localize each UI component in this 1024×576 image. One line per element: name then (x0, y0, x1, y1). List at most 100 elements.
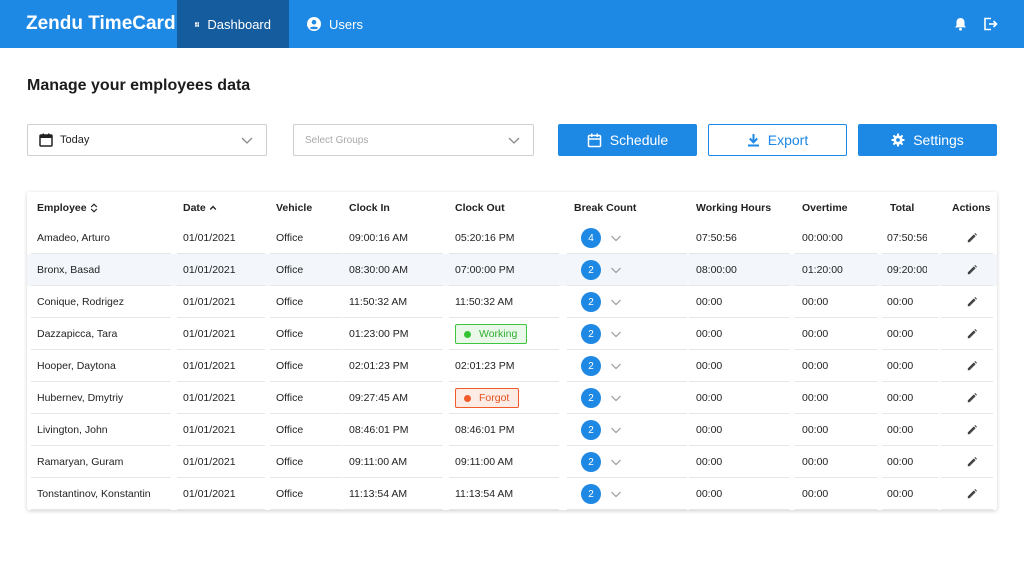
edit-pencil-icon[interactable] (967, 489, 977, 499)
date-filter-select[interactable]: Today (27, 124, 267, 156)
edit-pencil-icon[interactable] (967, 329, 977, 339)
chevron-down-icon[interactable] (610, 488, 622, 500)
row-divider (449, 413, 559, 414)
column-header-label: Break Count (574, 202, 637, 214)
row-divider (941, 253, 993, 254)
chevron-down-icon[interactable] (610, 328, 622, 340)
employee-cell: Amadeo, Arturo (37, 232, 110, 244)
vehicle-cell: Office (276, 328, 304, 340)
table-row: Tonstantinov, Konstantin 01/01/2021 Office… (27, 478, 997, 510)
clock-in-cell: 09:00:16 AM (349, 232, 408, 244)
sort-ascending-icon (209, 205, 217, 210)
column-header-vehicle: Vehicle (276, 192, 312, 224)
chevron-down-icon[interactable] (610, 456, 622, 468)
break-count-cell[interactable]: 2 (581, 446, 622, 478)
forgot-status-badge: Forgot (455, 388, 520, 408)
chevron-down-icon (508, 137, 520, 144)
table-row: Dazzapicca, Tara 01/01/2021 Office 01:23:00… (27, 318, 997, 350)
nav-users[interactable]: Users (289, 0, 381, 48)
row-divider (177, 509, 265, 510)
row-divider (795, 445, 877, 446)
row-divider (567, 381, 687, 382)
row-divider (31, 285, 171, 286)
edit-pencil-icon[interactable] (967, 393, 977, 403)
break-count-cell[interactable]: 2 (581, 382, 622, 414)
break-count-badge: 4 (581, 228, 601, 248)
schedule-button[interactable]: Schedule (558, 124, 697, 156)
chevron-down-icon[interactable] (610, 392, 622, 404)
chevron-down-icon[interactable] (610, 264, 622, 276)
edit-pencil-icon[interactable] (967, 425, 977, 435)
row-divider (31, 381, 171, 382)
overtime-cell: 00:00 (802, 424, 829, 436)
chevron-down-icon[interactable] (610, 360, 622, 372)
nav-users-label: Users (329, 16, 363, 32)
overtime-cell: 00:00:00 (802, 232, 843, 244)
edit-pencil-icon[interactable] (967, 297, 977, 307)
bell-icon[interactable] (954, 17, 967, 31)
row-divider (177, 285, 265, 286)
break-count-badge: 2 (581, 388, 601, 408)
export-button[interactable]: Export (708, 124, 847, 156)
clock-in-cell: 08:30:00 AM (349, 264, 408, 276)
row-divider (567, 509, 687, 510)
row-divider (882, 413, 938, 414)
row-divider (270, 445, 342, 446)
clock-out-cell: 11:50:32 AM (455, 296, 514, 308)
column-header-label: Total (890, 202, 915, 214)
row-divider (270, 285, 342, 286)
row-divider (343, 253, 443, 254)
break-count-cell[interactable]: 2 (581, 350, 622, 382)
break-count-cell[interactable]: 2 (581, 414, 622, 446)
edit-pencil-icon[interactable] (967, 233, 977, 243)
chevron-down-icon[interactable] (610, 232, 622, 244)
column-header-label: Date (183, 202, 206, 214)
edit-pencil-icon[interactable] (967, 265, 977, 275)
overtime-cell: 00:00 (802, 488, 829, 500)
break-count-cell[interactable]: 2 (581, 254, 622, 286)
break-count-cell[interactable]: 2 (581, 478, 622, 510)
calendar-icon (587, 133, 602, 147)
export-button-label: Export (767, 132, 809, 148)
groups-select[interactable]: Select Groups (293, 124, 534, 156)
row-divider (449, 285, 559, 286)
break-count-cell[interactable]: 2 (581, 286, 622, 318)
column-header-date[interactable]: Date (183, 192, 217, 224)
row-divider (343, 413, 443, 414)
total-cell: 00:00 (887, 392, 914, 404)
employee-cell: Livington, John (37, 424, 108, 436)
column-header-label: Vehicle (276, 202, 313, 214)
working-hours-cell: 07:50:56 (696, 232, 737, 244)
row-divider (689, 349, 789, 350)
edit-pencil-icon[interactable] (967, 457, 977, 467)
total-cell: 00:00 (887, 328, 914, 340)
actions-cell (967, 478, 977, 510)
clock-in-cell: 02:01:23 PM (349, 360, 409, 372)
row-divider (177, 381, 265, 382)
row-divider (795, 317, 877, 318)
status-dot (464, 394, 471, 402)
actions-cell (967, 350, 977, 382)
nav-dashboard[interactable]: Dashboard (177, 0, 289, 48)
employee-cell: Hubernev, Dmytriy (37, 392, 124, 404)
employee-cell: Ramaryan, Guram (37, 456, 124, 468)
break-count-cell[interactable]: 2 (581, 318, 622, 350)
row-divider (941, 285, 993, 286)
row-divider (567, 349, 687, 350)
vehicle-cell: Office (276, 360, 304, 372)
settings-button[interactable]: Settings (858, 124, 997, 156)
groups-select-placeholder: Select Groups (305, 134, 369, 146)
sort-icon (90, 203, 97, 213)
working-hours-cell: 00:00 (696, 296, 723, 308)
edit-pencil-icon[interactable] (967, 361, 977, 371)
break-count-cell[interactable]: 4 (581, 222, 622, 254)
row-divider (941, 317, 993, 318)
column-header-employee[interactable]: Employee (37, 192, 98, 224)
chevron-down-icon[interactable] (610, 296, 622, 308)
row-divider (177, 349, 265, 350)
page-title: Manage your employees data (27, 77, 251, 94)
logout-icon[interactable] (983, 17, 998, 31)
column-header-label: Working Hours (696, 202, 772, 214)
nav-dashboard-label: Dashboard (207, 16, 271, 32)
chevron-down-icon[interactable] (610, 424, 622, 436)
